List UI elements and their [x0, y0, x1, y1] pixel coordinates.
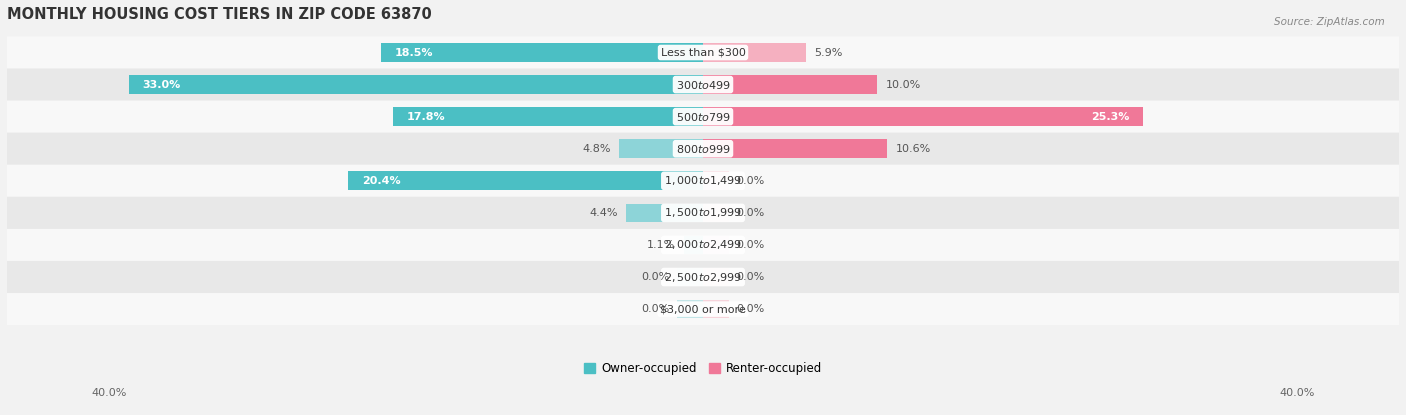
Text: $1,000 to $1,499: $1,000 to $1,499	[664, 174, 742, 187]
Text: 0.0%: 0.0%	[641, 272, 669, 282]
Bar	[703, 171, 730, 190]
Text: 25.3%: 25.3%	[1091, 112, 1129, 122]
Bar	[703, 204, 730, 222]
Bar	[381, 43, 703, 62]
Text: 0.0%: 0.0%	[641, 304, 669, 314]
Text: 0.0%: 0.0%	[737, 208, 765, 218]
Text: Less than $300: Less than $300	[661, 47, 745, 58]
Bar	[129, 75, 703, 94]
Text: 5.9%: 5.9%	[814, 47, 842, 58]
FancyBboxPatch shape	[7, 133, 1399, 165]
FancyBboxPatch shape	[7, 229, 1399, 261]
Bar	[683, 236, 703, 254]
Text: 0.0%: 0.0%	[737, 240, 765, 250]
Text: 18.5%: 18.5%	[395, 47, 433, 58]
Bar	[703, 139, 887, 158]
Text: $500 to $799: $500 to $799	[675, 111, 731, 123]
Text: 0.0%: 0.0%	[737, 272, 765, 282]
Text: $300 to $499: $300 to $499	[675, 78, 731, 90]
Text: 0.0%: 0.0%	[737, 304, 765, 314]
Legend: Owner-occupied, Renter-occupied: Owner-occupied, Renter-occupied	[579, 357, 827, 380]
Bar	[703, 300, 730, 318]
Text: 10.6%: 10.6%	[896, 144, 931, 154]
Bar	[703, 236, 730, 254]
Text: 4.4%: 4.4%	[589, 208, 617, 218]
Bar	[703, 75, 877, 94]
Text: 17.8%: 17.8%	[408, 112, 446, 122]
Text: 4.8%: 4.8%	[582, 144, 610, 154]
Text: 1.1%: 1.1%	[647, 240, 675, 250]
FancyBboxPatch shape	[7, 165, 1399, 197]
Text: $800 to $999: $800 to $999	[675, 143, 731, 155]
Text: MONTHLY HOUSING COST TIERS IN ZIP CODE 63870: MONTHLY HOUSING COST TIERS IN ZIP CODE 6…	[7, 7, 432, 22]
Bar	[676, 300, 703, 318]
Bar	[676, 268, 703, 286]
FancyBboxPatch shape	[7, 100, 1399, 133]
FancyBboxPatch shape	[7, 37, 1399, 68]
FancyBboxPatch shape	[7, 197, 1399, 229]
Text: $1,500 to $1,999: $1,500 to $1,999	[664, 206, 742, 220]
Bar	[349, 171, 703, 190]
Text: 33.0%: 33.0%	[142, 80, 181, 90]
Text: 40.0%: 40.0%	[1279, 388, 1315, 398]
Bar	[703, 107, 1143, 126]
Text: 0.0%: 0.0%	[737, 176, 765, 186]
Bar	[620, 139, 703, 158]
Text: 20.4%: 20.4%	[361, 176, 401, 186]
Bar	[627, 204, 703, 222]
FancyBboxPatch shape	[7, 261, 1399, 293]
Text: 40.0%: 40.0%	[91, 388, 127, 398]
Text: Source: ZipAtlas.com: Source: ZipAtlas.com	[1274, 17, 1385, 27]
Text: $3,000 or more: $3,000 or more	[661, 304, 745, 314]
Text: $2,500 to $2,999: $2,500 to $2,999	[664, 271, 742, 283]
FancyBboxPatch shape	[7, 293, 1399, 325]
Text: $2,000 to $2,499: $2,000 to $2,499	[664, 239, 742, 251]
Bar	[394, 107, 703, 126]
FancyBboxPatch shape	[7, 68, 1399, 100]
Text: 10.0%: 10.0%	[886, 80, 921, 90]
Bar	[703, 268, 730, 286]
Bar	[703, 43, 806, 62]
